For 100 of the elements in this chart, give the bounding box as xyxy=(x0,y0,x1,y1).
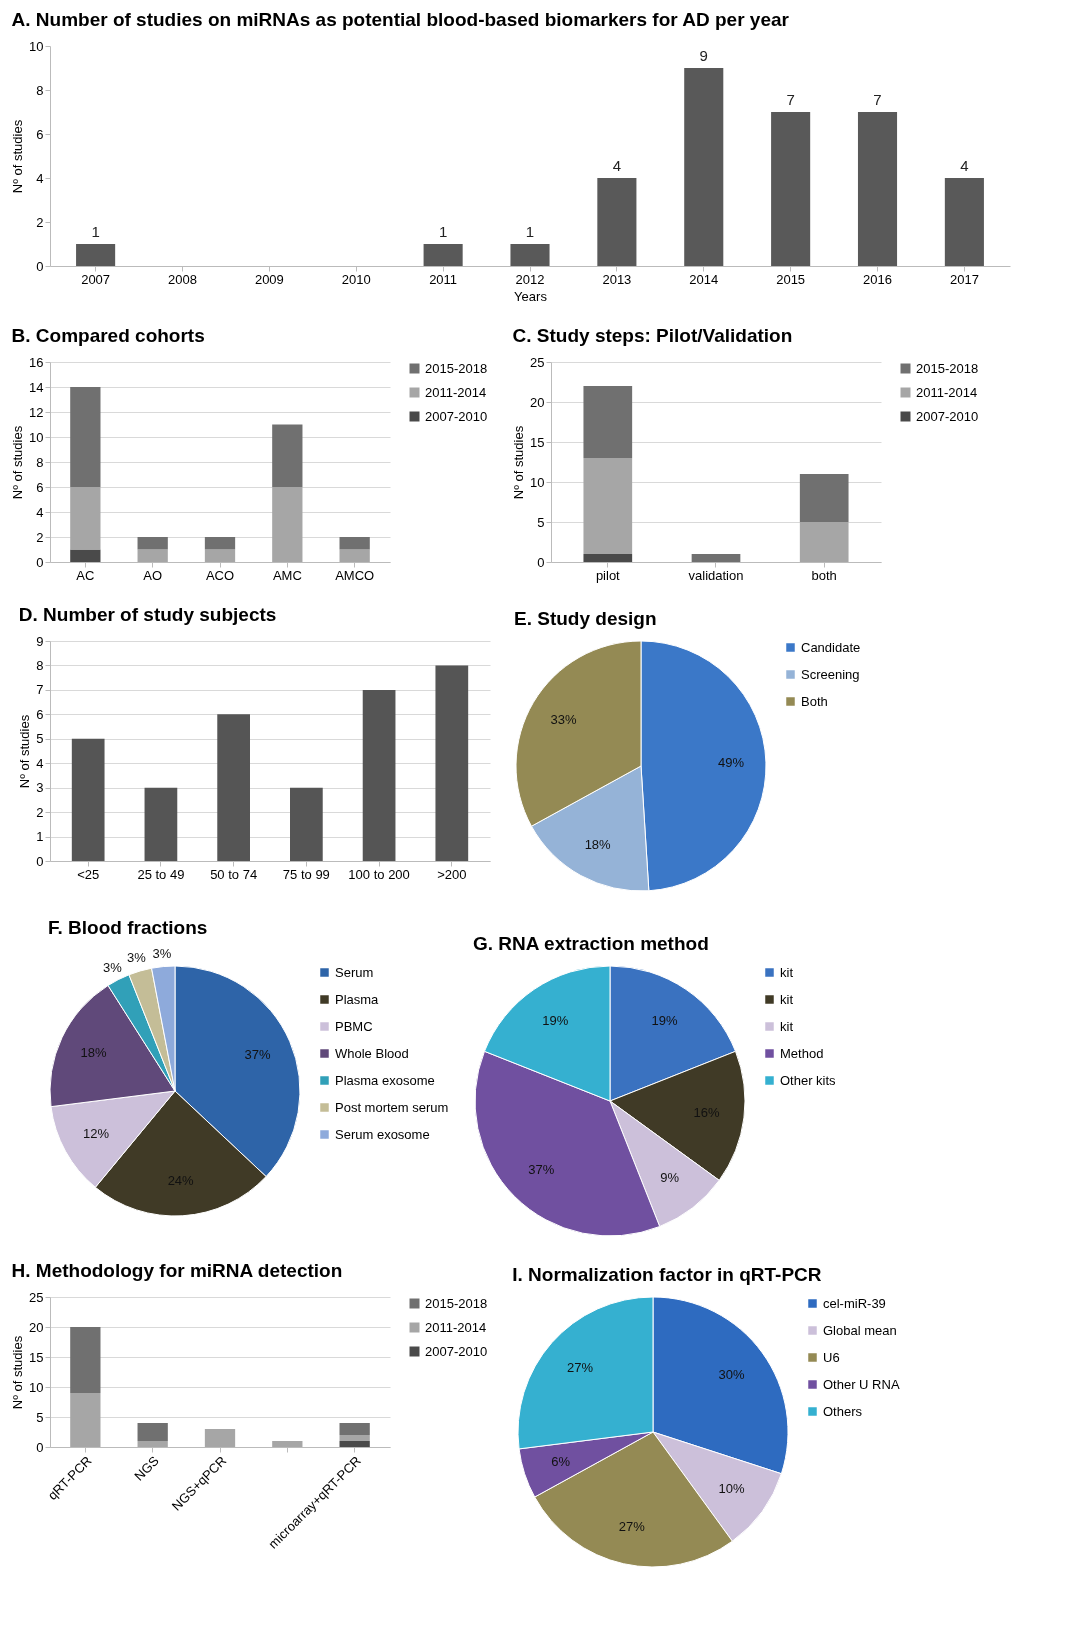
legend-label: PBMC xyxy=(335,1018,373,1034)
y-axis-title: Nº of studies xyxy=(10,1335,26,1410)
data-label: 3% xyxy=(152,945,172,961)
y-axis-title: Nº of studies xyxy=(511,425,527,500)
data-label: 3% xyxy=(102,960,123,976)
bar xyxy=(290,787,323,861)
legend-label: Other kits xyxy=(780,1072,837,1088)
y-tick-label: 4 xyxy=(36,755,44,771)
x-tick-label: 75 to 99 xyxy=(282,866,330,882)
legend-label: U6 xyxy=(823,1349,840,1365)
bar xyxy=(70,1393,101,1447)
bar xyxy=(583,458,633,554)
data-label: 27% xyxy=(567,1359,594,1375)
legend-label: Post mortem serum xyxy=(335,1099,449,1115)
x-tick-label: 2007 xyxy=(81,271,111,287)
bar xyxy=(137,549,168,562)
bar xyxy=(944,178,984,266)
legend-label: 2015-2018 xyxy=(916,360,979,376)
x-tick-label: both xyxy=(811,567,837,583)
bar xyxy=(684,68,724,266)
legend-label: 2011-2014 xyxy=(916,384,978,400)
bar xyxy=(137,1441,168,1447)
y-tick-label: 0 xyxy=(36,853,44,869)
bar xyxy=(799,474,849,522)
chart-title: F. Blood fractions xyxy=(48,916,208,938)
chart-title: D. Number of study subjects xyxy=(18,604,277,625)
x-tick-label: 2012 xyxy=(515,271,545,287)
x-tick-label: validation xyxy=(688,567,744,583)
y-tick-label: 0 xyxy=(36,1439,44,1455)
y-tick-label: 8 xyxy=(36,82,44,98)
x-tick-label: 100 to 200 xyxy=(348,866,410,882)
x-tick-label: 2015 xyxy=(776,271,806,287)
legend-label: Global mean xyxy=(823,1322,897,1338)
y-tick-label: 4 xyxy=(36,170,44,186)
data-label: 1 xyxy=(91,223,100,240)
y-tick-label: 6 xyxy=(36,479,44,495)
x-tick-label: 2013 xyxy=(602,271,632,287)
x-tick-label: AC xyxy=(76,567,95,583)
bar xyxy=(70,549,101,562)
data-label: 9 xyxy=(699,47,708,64)
bar xyxy=(204,1429,236,1447)
data-label: 3% xyxy=(127,950,147,966)
y-tick-label: 2 xyxy=(36,804,44,820)
bar xyxy=(70,487,101,550)
y-tick-label: 5 xyxy=(36,731,44,747)
bar xyxy=(204,549,236,562)
data-label: 19% xyxy=(542,1012,569,1028)
bar xyxy=(217,714,250,861)
data-label: 27% xyxy=(618,1518,646,1534)
data-label: 10% xyxy=(718,1481,746,1497)
x-tick-label: AMC xyxy=(272,567,302,583)
y-tick-label: 10 xyxy=(29,429,44,445)
bar xyxy=(272,487,303,562)
bar xyxy=(70,387,101,487)
y-tick-label: 20 xyxy=(29,1319,44,1335)
y-axis-title: Nº of studies xyxy=(17,714,33,789)
y-tick-label: 4 xyxy=(36,504,44,520)
data-label: 37% xyxy=(528,1161,555,1177)
legend-label: kit xyxy=(780,1018,794,1034)
y-tick-label: 16 xyxy=(29,354,44,370)
bar xyxy=(272,1441,303,1447)
legend-label: Candidate xyxy=(801,639,861,655)
chart-title: E. Study design xyxy=(514,608,657,629)
data-label: 7 xyxy=(786,91,795,108)
x-tick-label: 25 to 49 xyxy=(137,866,185,882)
y-tick-label: 15 xyxy=(530,434,545,450)
bar xyxy=(691,554,741,562)
y-tick-label: 7 xyxy=(36,682,44,698)
bar xyxy=(339,1435,370,1441)
y-tick-label: 12 xyxy=(29,404,44,420)
chart-title: G. RNA extraction method xyxy=(473,933,709,954)
bar xyxy=(272,424,303,487)
y-tick-label: 6 xyxy=(36,706,44,722)
bar xyxy=(799,522,849,562)
data-label: 18% xyxy=(584,836,612,852)
legend-label: Whole Blood xyxy=(335,1045,409,1061)
legend-label: 2011-2014 xyxy=(425,384,487,400)
bar xyxy=(583,386,633,458)
legend-label: Plasma exosome xyxy=(335,1072,435,1088)
y-tick-label: 0 xyxy=(36,554,44,570)
bar xyxy=(204,537,236,550)
legend-label: Screening xyxy=(801,666,860,682)
data-label: 12% xyxy=(83,1126,110,1142)
legend-label: Both xyxy=(801,693,828,709)
y-tick-label: 14 xyxy=(29,379,44,395)
chart-title: I. Normalization factor in qRT-PCR xyxy=(512,1264,822,1285)
data-label: 49% xyxy=(717,755,745,771)
bar xyxy=(583,554,633,562)
chart-title: C. Study steps: Pilot/Validation xyxy=(512,325,793,346)
legend-label: Others xyxy=(823,1403,863,1419)
bar xyxy=(339,549,370,562)
y-tick-label: 2 xyxy=(36,529,44,545)
data-label: 18% xyxy=(80,1044,108,1060)
bar xyxy=(71,738,105,861)
legend-label: kit xyxy=(780,991,794,1007)
x-tick-label: 2016 xyxy=(863,271,892,287)
x-tick-label: 2010 xyxy=(341,271,371,287)
data-label: 37% xyxy=(244,1047,272,1063)
y-tick-label: 2 xyxy=(36,214,44,230)
x-tick-label: >200 xyxy=(437,866,467,882)
